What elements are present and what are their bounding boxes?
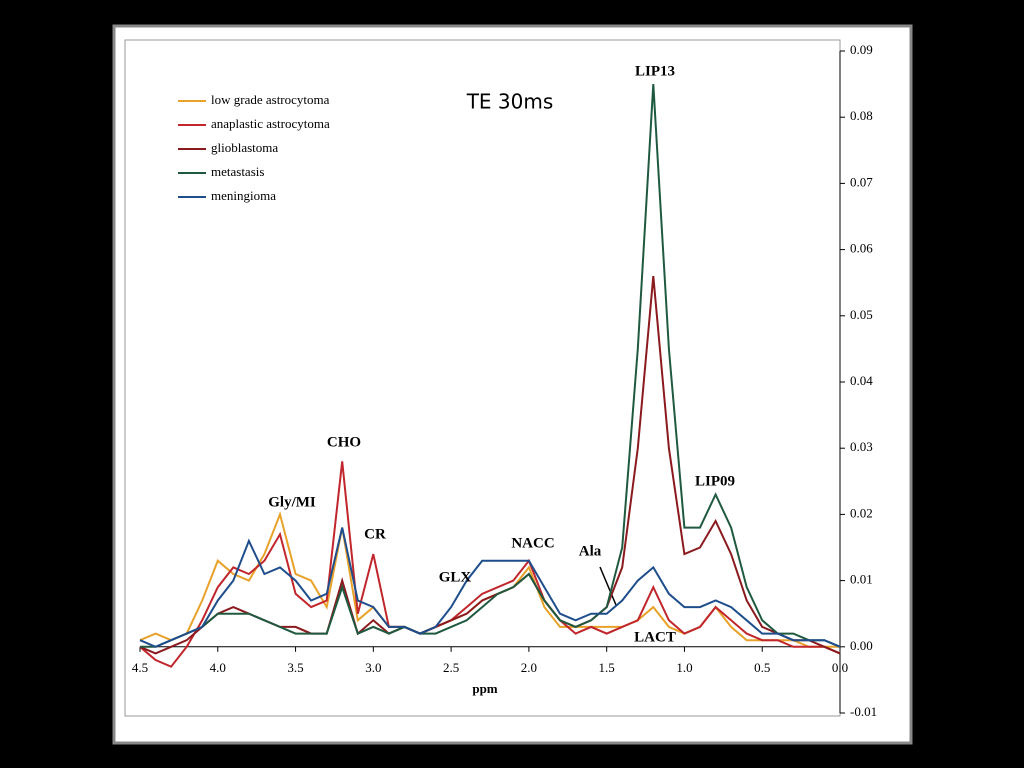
x-tick-label: 1.5 — [599, 660, 615, 675]
annotation: CHO — [327, 434, 361, 450]
legend-label: meningioma — [211, 188, 276, 203]
x-tick-label: 4.0 — [210, 660, 226, 675]
series-line — [139, 527, 841, 648]
y-tick-label: 0.03 — [850, 439, 873, 454]
y-tick-label: 0.08 — [850, 108, 873, 123]
annotation: LACT — [634, 629, 676, 645]
chart-title: TE 30ms — [466, 90, 554, 114]
y-tick-label: 0.05 — [850, 307, 873, 322]
x-tick-label: 2.5 — [443, 660, 459, 675]
y-tick-label: -0.01 — [850, 704, 877, 719]
x-tick-label: 4.5 — [132, 660, 148, 675]
x-tick-label: 0.5 — [754, 660, 770, 675]
annotation: GLX — [439, 569, 472, 585]
annotation: Ala — [579, 543, 602, 559]
series-line — [140, 84, 841, 648]
legend-label: anaplastic astrocytoma — [211, 116, 330, 131]
x-tick-label: 3.5 — [287, 660, 303, 675]
y-tick-label: 0.06 — [850, 241, 873, 256]
legend-label: metastasis — [211, 164, 264, 179]
y-tick-label: 0.04 — [850, 373, 873, 388]
y-tick-label: 0.02 — [850, 505, 873, 520]
annotation: Gly/MI — [268, 494, 316, 510]
annotation: NACC — [511, 535, 554, 551]
x-axis-label: ppm — [472, 681, 497, 696]
x-tick-label: 3.0 — [365, 660, 381, 675]
x-tick-label: 1.0 — [676, 660, 692, 675]
legend-label: glioblastoma — [211, 140, 278, 155]
y-tick-label: 0.07 — [850, 174, 873, 189]
annotation: LIP13 — [635, 63, 675, 79]
y-tick-label: 0.09 — [850, 42, 873, 57]
annotation: LIP09 — [695, 473, 735, 489]
annotation-arrow — [599, 566, 617, 606]
y-tick-label: 0.01 — [850, 572, 873, 587]
annotation: CR — [364, 526, 386, 542]
slide — [112, 24, 913, 745]
legend-label: low grade astrocytoma — [211, 92, 330, 107]
x-tick-label: 0.0 — [832, 660, 848, 675]
series-line — [139, 461, 841, 668]
x-tick-label: 2.0 — [521, 660, 537, 675]
y-tick-label: 0.00 — [850, 638, 873, 653]
